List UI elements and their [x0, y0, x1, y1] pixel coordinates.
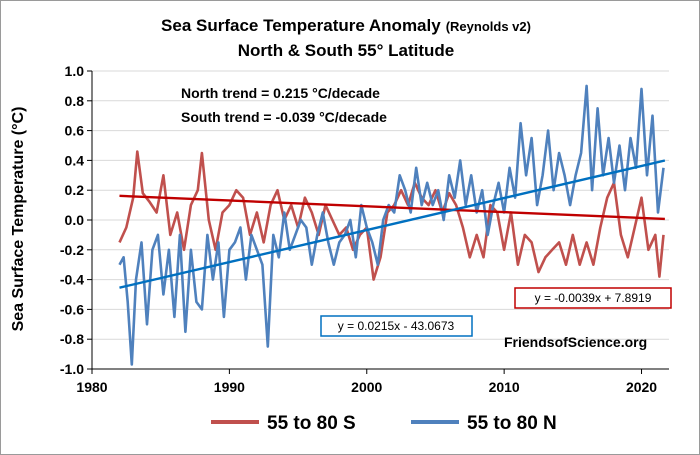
- x-tick-label: 1990: [214, 379, 245, 395]
- trendline-north: [119, 159, 666, 289]
- chart-title: Sea Surface Temperature Anomaly (Reynolds…: [161, 16, 531, 35]
- chart-subtitle: North & South 55° Latitude: [238, 41, 454, 60]
- y-tick-label: 1.0: [65, 63, 85, 79]
- south-equation-border: [514, 287, 672, 309]
- north-trend-equation-box: y = 0.0215x - 43.0673: [320, 315, 473, 337]
- y-tick-label: 0.0: [65, 212, 85, 228]
- y-tick-label: 0.2: [65, 182, 85, 198]
- y-tick-label: 0.4: [65, 152, 85, 168]
- y-tick-label: 0.8: [65, 93, 85, 109]
- x-tick-label: 2000: [351, 379, 382, 395]
- north-trend-annotation: North trend = 0.215 °C/decade: [181, 85, 380, 101]
- south-trend-annotation: South trend = -0.039 °C/decade: [181, 109, 387, 125]
- x-tick-label: 1980: [76, 379, 107, 395]
- axes: [87, 70, 669, 374]
- south-trend-equation-box: y = -0.0039x + 7.8919: [514, 287, 672, 309]
- north-equation-border: [320, 315, 473, 337]
- y-tick-label: -0.4: [60, 272, 84, 288]
- south-trend-equation: y = -0.0039x + 7.8919: [535, 291, 652, 305]
- y-tick-label: -1.0: [60, 361, 84, 377]
- y-tick-label: 0.6: [65, 123, 85, 139]
- data-series: [118, 84, 665, 366]
- legend: 55 to 80 S 55 to 80 N: [211, 413, 557, 434]
- y-tick-label: -0.2: [60, 242, 84, 258]
- y-tick-labels: -1.0 -0.8 -0.6 -0.4 -0.2 0.0 0.2 0.4 0.6 0.8 1.0: [60, 63, 84, 377]
- legend-label-north: 55 to 80 N: [467, 413, 557, 434]
- x-tick-label: 2010: [489, 379, 520, 395]
- north-trend-equation: y = 0.0215x - 43.0673: [338, 319, 455, 333]
- trendline-south: [119, 194, 665, 221]
- y-tick-label: -0.6: [60, 301, 84, 317]
- y-axis-label: Sea Surface Temperature (°C): [10, 107, 27, 332]
- x-tick-label: 2020: [626, 379, 657, 395]
- y-tick-label: -0.8: [60, 331, 84, 347]
- x-tick-labels: 1980 1990 2000 2010 2020: [76, 379, 657, 395]
- legend-label-south: 55 to 80 S: [267, 413, 356, 434]
- trendlines: [119, 159, 666, 289]
- credit-annotation: FriendsofScience.org: [504, 334, 647, 350]
- series-line-north: [118, 84, 665, 366]
